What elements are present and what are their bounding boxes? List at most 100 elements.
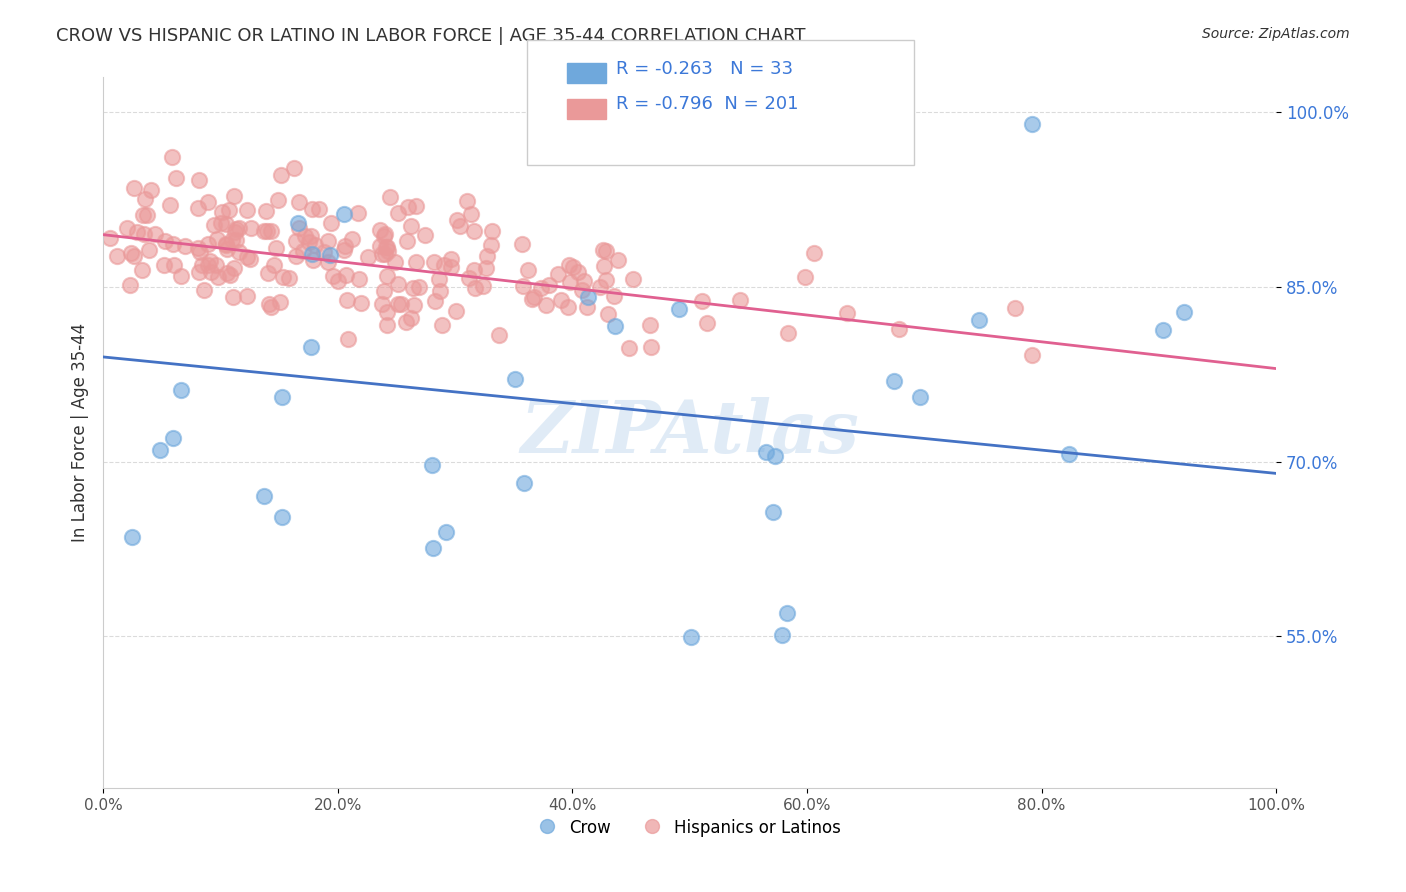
Point [778, 326, 800, 340]
Point [256, 224, 278, 238]
Point [350, 296, 373, 310]
Point [969, 313, 991, 327]
Point [298, 235, 321, 250]
Point [375, 305, 398, 319]
Point [776, 606, 799, 620]
Point [252, 489, 274, 503]
Point [368, 223, 391, 237]
Point [256, 267, 278, 281]
Point [215, 217, 238, 231]
Point [153, 234, 176, 248]
Point [567, 265, 589, 279]
Point [1021, 117, 1043, 131]
Point [217, 266, 239, 280]
Point [728, 293, 751, 307]
Point [139, 183, 162, 197]
Point [191, 258, 214, 272]
Point [197, 258, 219, 272]
Point [463, 224, 485, 238]
Point [260, 300, 283, 314]
Point [534, 298, 557, 312]
Point [408, 280, 430, 294]
Point [617, 341, 640, 355]
Text: CROW VS HISPANIC OR LATINO IN LABOR FORCE | AGE 35-44 CORRELATION CHART: CROW VS HISPANIC OR LATINO IN LABOR FORC… [56, 27, 806, 45]
Point [371, 297, 394, 311]
Point [127, 225, 149, 239]
Point [481, 224, 503, 238]
Point [121, 530, 143, 544]
Point [225, 233, 247, 247]
Point [254, 204, 277, 219]
Point [271, 510, 294, 524]
Point [423, 255, 446, 269]
Point [835, 306, 858, 320]
Point [270, 168, 292, 182]
Point [198, 253, 221, 268]
Point [395, 315, 418, 329]
Point [463, 263, 485, 277]
Text: R = -0.796  N = 201: R = -0.796 N = 201 [616, 95, 799, 113]
Point [538, 277, 561, 292]
Point [152, 258, 174, 272]
Point [440, 252, 463, 267]
Point [399, 311, 422, 326]
Point [316, 234, 339, 248]
Point [373, 229, 395, 244]
Point [375, 240, 398, 254]
Point [595, 244, 617, 258]
Point [595, 273, 617, 287]
Point [464, 281, 486, 295]
Point [304, 238, 326, 252]
Point [340, 232, 363, 246]
Point [302, 253, 325, 268]
Point [228, 221, 250, 235]
Point [253, 224, 276, 238]
Text: R = -0.263   N = 33: R = -0.263 N = 33 [616, 60, 793, 78]
Point [472, 279, 495, 293]
Point [405, 199, 427, 213]
Point [224, 261, 246, 276]
Point [371, 246, 394, 260]
Point [575, 300, 598, 314]
Point [301, 202, 323, 216]
Point [269, 294, 291, 309]
Point [405, 255, 427, 269]
Point [433, 258, 456, 272]
Point [209, 216, 232, 230]
Point [162, 432, 184, 446]
Point [333, 239, 356, 253]
Point [1021, 348, 1043, 362]
Point [200, 265, 222, 279]
Point [440, 260, 463, 274]
Point [576, 290, 599, 304]
Point [420, 458, 443, 472]
Point [375, 318, 398, 332]
Point [202, 218, 225, 232]
Point [287, 216, 309, 230]
Point [422, 541, 444, 555]
Point [520, 292, 543, 306]
Point [517, 263, 540, 277]
Point [603, 319, 626, 334]
Point [432, 318, 454, 333]
Point [375, 240, 398, 254]
Point [239, 252, 262, 266]
Point [299, 228, 322, 243]
Point [607, 252, 630, 267]
Point [444, 303, 467, 318]
Point [174, 239, 197, 253]
Point [387, 277, 409, 292]
Point [547, 268, 569, 282]
Point [377, 244, 399, 258]
Point [138, 243, 160, 257]
Point [336, 293, 359, 308]
Point [427, 272, 450, 286]
Point [215, 238, 238, 252]
Point [316, 255, 339, 269]
Point [292, 244, 315, 258]
Point [143, 227, 166, 241]
Point [319, 247, 342, 261]
Point [434, 524, 457, 539]
Point [690, 294, 713, 309]
Point [260, 224, 283, 238]
